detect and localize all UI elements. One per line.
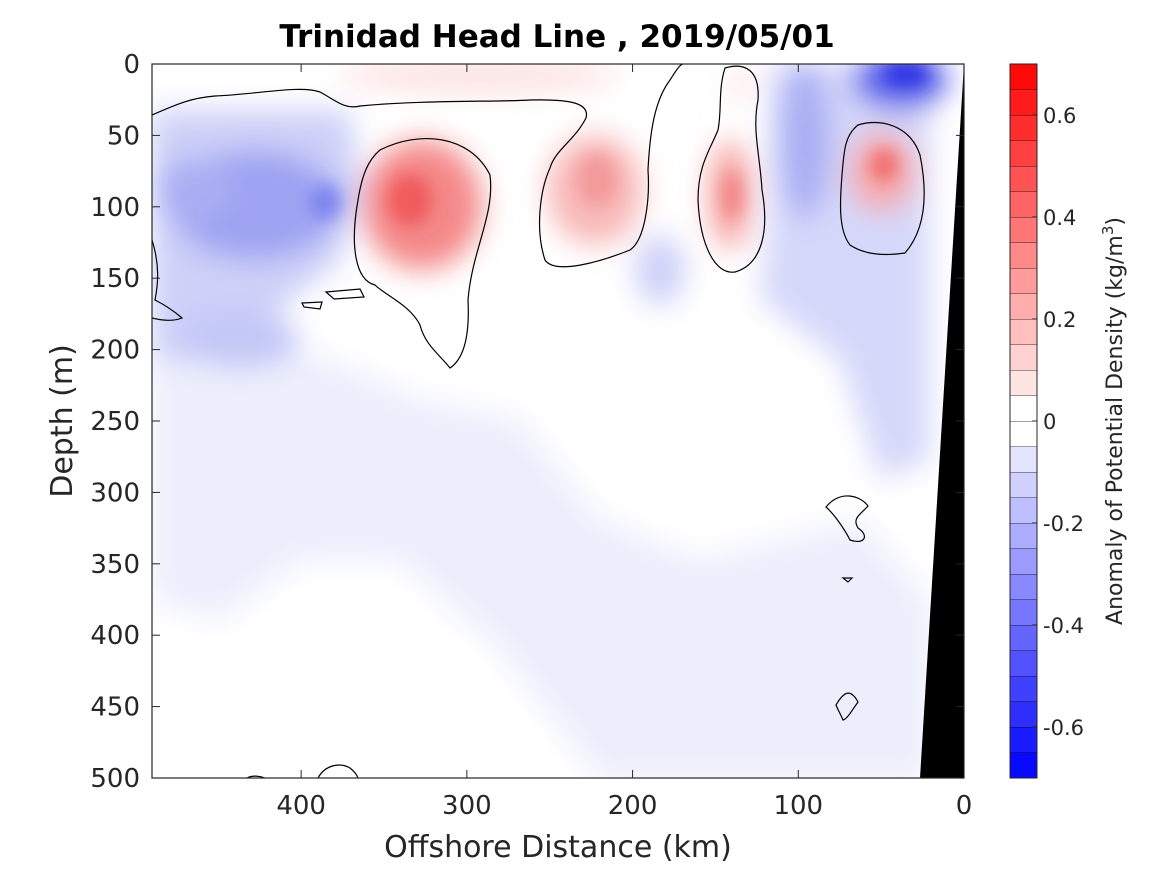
colorbar-segment bbox=[1010, 293, 1037, 319]
colorbar-segment bbox=[1010, 268, 1037, 294]
y-tick-label: 150 bbox=[90, 264, 140, 294]
colorbar-segment bbox=[1010, 676, 1037, 702]
colorbar-segment bbox=[1010, 140, 1037, 166]
colorbar-segment bbox=[1010, 217, 1037, 243]
positive-140km-core bbox=[722, 171, 742, 219]
plot-area bbox=[152, 64, 964, 778]
positive-200km-core bbox=[577, 154, 617, 206]
deep-negative-region bbox=[152, 330, 930, 778]
y-tick-label: 300 bbox=[90, 478, 140, 508]
colorbar-label: Anomaly of Potential Density (kg/m3) bbox=[1099, 217, 1128, 625]
colorbar-segment bbox=[1010, 548, 1037, 574]
y-tick-label: 50 bbox=[107, 121, 140, 151]
colorbar-tick-label: 0.6 bbox=[1043, 104, 1076, 128]
chart-title: Trinidad Head Line , 2019/05/01 bbox=[279, 19, 834, 55]
nearshore-positive-core bbox=[870, 149, 898, 181]
colorbar-segment bbox=[1010, 727, 1037, 753]
y-tick-label: 350 bbox=[90, 550, 140, 580]
colorbar-segment bbox=[1010, 166, 1037, 192]
offshore-negative-inner-core bbox=[309, 184, 341, 220]
colorbar-segment bbox=[1010, 344, 1037, 370]
x-tick-label: 0 bbox=[956, 791, 973, 821]
zero-contours bbox=[152, 64, 925, 778]
colorbar-tick-label: -0.4 bbox=[1043, 614, 1084, 638]
x-tick-label: 300 bbox=[442, 791, 492, 821]
y-axis: 0 50 100 150 200 250 300 350 400 450 500 bbox=[90, 50, 964, 794]
colorbar-segment bbox=[1010, 370, 1037, 396]
anomaly-field bbox=[152, 64, 948, 778]
colorbar-segment bbox=[1010, 115, 1037, 141]
mid-negative-patch bbox=[635, 235, 685, 305]
plot-border bbox=[151, 63, 965, 779]
colorbar-label-main: Anomaly of Potential Density (kg/m bbox=[1103, 235, 1128, 625]
offshore-negative-core-west bbox=[155, 158, 235, 222]
colorbar-segment bbox=[1010, 191, 1037, 217]
x-axis-label: Offshore Distance (km) bbox=[384, 830, 732, 865]
nearshore-negative-column bbox=[779, 64, 831, 220]
colorbar-tick-label: -0.2 bbox=[1043, 512, 1084, 536]
y-tick-label: 450 bbox=[90, 693, 140, 723]
x-tick-label: 400 bbox=[276, 791, 326, 821]
y-tick-label: 0 bbox=[123, 50, 140, 80]
y-tick-label: 100 bbox=[90, 193, 140, 223]
colorbar-tick-label: 0.2 bbox=[1043, 308, 1076, 332]
subsurface-positive-eddy-core bbox=[388, 174, 432, 226]
surface-negative-inner-core bbox=[884, 64, 928, 86]
colorbar-segment bbox=[1010, 446, 1037, 472]
x-axis: 400 300 200 100 0 bbox=[276, 64, 972, 821]
colorbar-segment bbox=[1010, 89, 1037, 115]
colorbar-segment bbox=[1010, 421, 1037, 447]
colorbar-segment bbox=[1010, 523, 1037, 549]
colorbar-label-close: ) bbox=[1103, 217, 1128, 226]
colorbar-segment bbox=[1010, 625, 1037, 651]
y-tick-label: 500 bbox=[90, 764, 140, 794]
x-tick-label: 200 bbox=[608, 791, 658, 821]
y-axis-label: Depth (m) bbox=[45, 344, 80, 498]
colorbar-segment bbox=[1010, 599, 1037, 625]
colorbar-segment bbox=[1010, 64, 1037, 90]
colorbar-segment bbox=[1010, 242, 1037, 268]
colorbar-segment bbox=[1010, 319, 1037, 345]
surface-positive-patch bbox=[728, 71, 752, 99]
deep-negative-patch bbox=[180, 312, 300, 368]
colorbar-tick-label: 0 bbox=[1043, 410, 1056, 434]
colorbar-segment bbox=[1010, 701, 1037, 727]
y-tick-label: 200 bbox=[90, 336, 140, 366]
colorbar-segment bbox=[1010, 752, 1037, 778]
colorbar-segment bbox=[1010, 574, 1037, 600]
land-mask bbox=[920, 64, 964, 778]
colorbar-segment bbox=[1010, 497, 1037, 523]
y-tick-label: 400 bbox=[90, 621, 140, 651]
colorbar: 0.6 0.4 0.2 0 -0.2 -0.4 -0.6 bbox=[1009, 63, 1084, 779]
colorbar-segment bbox=[1010, 650, 1037, 676]
colorbar-tick-label: -0.6 bbox=[1043, 716, 1084, 740]
colorbar-segment bbox=[1010, 395, 1037, 421]
colorbar-segment bbox=[1010, 472, 1037, 498]
x-tick-label: 100 bbox=[773, 791, 823, 821]
colorbar-tick-label: 0.4 bbox=[1043, 206, 1076, 230]
y-tick-label: 250 bbox=[90, 407, 140, 437]
surface-positive-band bbox=[340, 64, 620, 93]
colorbar-label-superscript: 3 bbox=[1099, 226, 1117, 236]
